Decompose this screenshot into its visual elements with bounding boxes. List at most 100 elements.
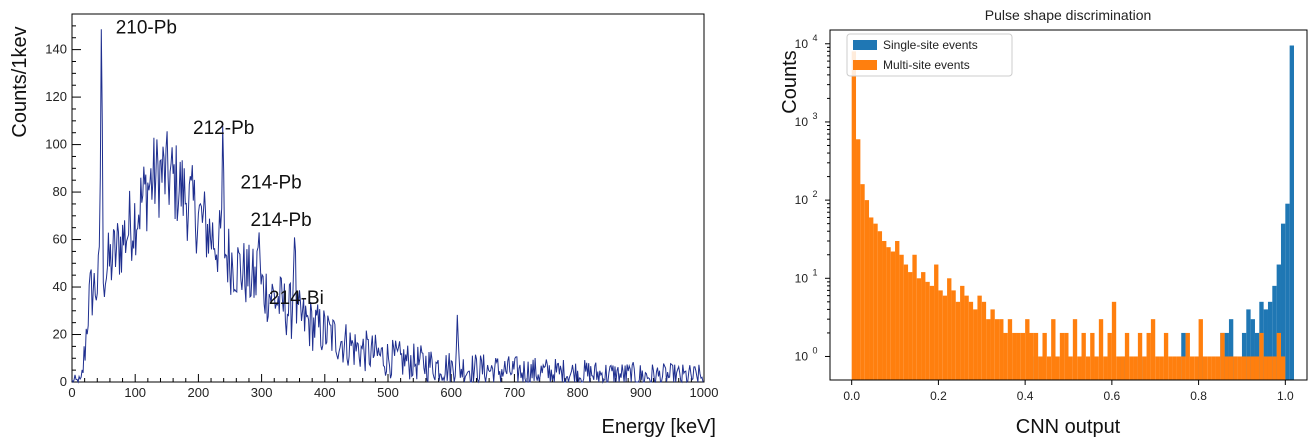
left-x-tick-label: 100: [124, 385, 146, 400]
right-plot-frame: [829, 29, 1308, 381]
multi-site-bar: [1094, 356, 1099, 380]
peak-label: 214-Bi: [269, 288, 324, 309]
right-y-tick-label: 10: [795, 115, 809, 129]
left-y-tick-label: 140: [45, 42, 67, 57]
multi-site-bar: [1159, 356, 1164, 380]
right-y-tick-label: 10: [795, 271, 809, 285]
multi-site-bar: [1194, 356, 1199, 380]
left-x-tick-label: 700: [504, 385, 526, 400]
right-x-tick-label: 0.0: [843, 389, 860, 403]
multi-site-bar: [856, 139, 861, 380]
left-y-tick-label: 100: [45, 137, 67, 152]
multi-site-bar: [882, 240, 887, 380]
multi-site-bar: [864, 200, 870, 380]
left-x-tick-label: 900: [630, 385, 652, 400]
right-x-axis-title: CNN output: [1016, 416, 1121, 438]
legend-swatch-multi-site: [853, 60, 877, 70]
energy-spectrum-line: [71, 29, 704, 384]
left-plot-frame: [71, 13, 705, 383]
multi-site-bar: [951, 290, 956, 380]
multi-site-bar: [890, 251, 896, 380]
single-site-bar: [1272, 285, 1277, 380]
multi-site-bar: [1059, 332, 1065, 380]
multi-site-bar: [1098, 319, 1104, 380]
multi-site-bar: [986, 319, 991, 380]
multi-site-bar: [1046, 356, 1052, 380]
left-x-tick-label: 600: [440, 385, 462, 400]
multi-site-bar: [899, 254, 904, 380]
single-site-bar: [1224, 332, 1229, 380]
multi-site-bar: [1007, 319, 1013, 380]
multi-site-bar: [1228, 356, 1234, 380]
multi-site-bar: [1029, 332, 1034, 380]
single-site-bar: [1254, 332, 1260, 380]
right-y-tick-exponent: 1: [812, 267, 817, 277]
legend-box: [846, 33, 1013, 77]
multi-site-bar: [1142, 356, 1147, 380]
multi-site-bar: [999, 319, 1004, 380]
single-site-bar: [1246, 309, 1251, 380]
legend-label-multi-site: Multi-site events: [883, 58, 970, 72]
multi-site-bar: [877, 231, 883, 380]
right-y-tick-label: 10: [795, 37, 809, 51]
multi-site-bar: [1237, 356, 1242, 380]
multi-site-bar: [1020, 332, 1026, 380]
right-y-tick-exponent: 2: [812, 189, 817, 199]
multi-site-bar: [851, 51, 857, 381]
left-x-tick-label: 300: [251, 385, 273, 400]
multi-site-bar: [1267, 356, 1273, 380]
multi-site-bar: [994, 319, 1000, 380]
single-site-bar: [1263, 309, 1268, 380]
multi-site-bar: [1146, 332, 1151, 380]
left-y-tick-label: 40: [53, 279, 67, 294]
multi-site-bar: [1150, 319, 1156, 380]
right-y-axis-title: Counts: [779, 50, 801, 113]
multi-site-bar: [1211, 356, 1216, 380]
multi-site-bar: [1137, 332, 1143, 380]
legend-label-single-site: Single-site events: [883, 38, 978, 52]
multi-site-bar: [977, 295, 982, 380]
left-y-axis-title: Counts/1kev: [9, 26, 31, 137]
multi-site-bar: [1051, 319, 1056, 380]
right-y-tick-exponent: 3: [812, 111, 817, 121]
multi-site-bar: [1107, 332, 1112, 380]
multi-site-bar: [1129, 356, 1134, 380]
multi-site-bar: [1181, 356, 1186, 380]
multi-site-bar: [1155, 356, 1160, 380]
psd-histogram-panel: Pulse shape discrimination 0.0 0.2 0.4 0.6 0…: [779, 7, 1308, 438]
multi-site-bar: [1246, 356, 1251, 380]
multi-site-bar: [1272, 356, 1277, 380]
multi-site-bar: [1259, 332, 1264, 380]
multi-site-bar: [1111, 301, 1117, 380]
legend-swatch-single-site: [853, 40, 877, 50]
multi-site-bar: [1220, 332, 1225, 380]
multi-site-bar: [1233, 356, 1238, 380]
multi-site-bar: [1185, 332, 1190, 380]
single-site-bar: [1181, 332, 1186, 380]
single-site-bar: [1276, 264, 1281, 380]
left-x-tick-label: 400: [314, 385, 336, 400]
multi-site-bar: [1163, 332, 1169, 380]
left-x-tick-label: 0: [68, 385, 75, 400]
peak-label: 210-Pb: [116, 17, 177, 38]
peak-annotations: 210-Pb 212-Pb 214-Pb 214-Pb 214-Bi: [116, 17, 324, 309]
multi-site-bar: [912, 254, 917, 380]
multi-site-bar: [873, 223, 878, 380]
right-chart-title: Pulse shape discrimination: [985, 7, 1152, 23]
multi-site-bar: [938, 290, 943, 380]
multi-site-bar: [1116, 356, 1121, 380]
multi-site-bar: [1103, 356, 1108, 380]
multi-site-bar: [955, 301, 961, 380]
energy-spectrum-panel: 0 100 200 300 400 500 600 700 800 900 1000 0 20 40 60 8…: [9, 13, 718, 438]
right-y-tick-label: 10: [795, 193, 809, 207]
multi-site-bar: [1241, 356, 1247, 380]
left-x-tick-label: 500: [377, 385, 399, 400]
peak-label: 212-Pb: [193, 118, 254, 139]
multi-site-bar: [925, 281, 930, 380]
multi-site-bar: [1072, 319, 1078, 380]
multi-site-bar: [1207, 356, 1212, 380]
left-y-tick-label: 0: [60, 374, 67, 389]
multi-site-bar: [1224, 356, 1229, 380]
multi-site-bar: [1176, 356, 1182, 380]
